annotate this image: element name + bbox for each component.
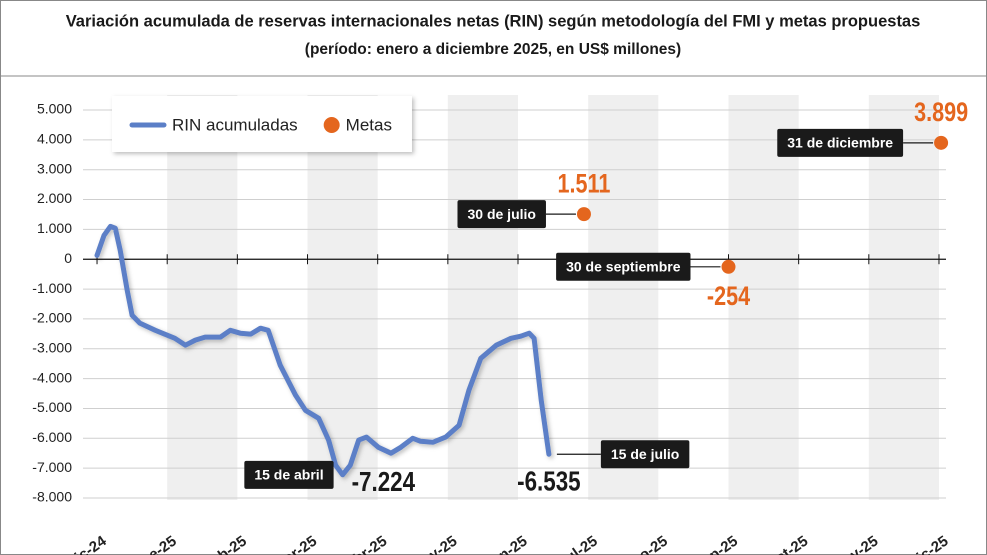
annotation-value: -7.224 (352, 467, 415, 498)
month-band (728, 95, 799, 500)
y-tick-label: -7.000 (32, 459, 72, 475)
data-label: 1.511 (558, 169, 611, 199)
annotation-label: 15 de julio (611, 446, 679, 462)
point-date-label-box (777, 128, 904, 157)
point-date-label: 30 de julio (467, 206, 535, 222)
meta-point (934, 135, 949, 150)
y-tick-label: 2.000 (37, 190, 72, 206)
y-tick-label: -3.000 (32, 339, 72, 355)
y-tick-label: -6.000 (32, 429, 72, 445)
meta-point (576, 207, 591, 222)
y-tick-label: 1.000 (37, 220, 72, 236)
y-tick-label: -8.000 (32, 489, 72, 505)
legend: RIN acumuladas Metas (112, 96, 412, 152)
data-line (94, 223, 552, 478)
month-band (307, 95, 378, 500)
annotation-label-box (244, 460, 334, 489)
y-tick-label: -5.000 (32, 399, 72, 415)
legend-label: Metas (346, 115, 392, 134)
annotation-label-box (600, 440, 690, 469)
point-date-label-box (556, 252, 691, 281)
y-tick-label: 4.000 (37, 131, 72, 147)
month-band (447, 95, 519, 500)
legend-label: RIN acumuladas (172, 115, 298, 134)
point-date-label-box (457, 200, 546, 229)
annotation-value: -6.535 (517, 466, 580, 497)
legend-marker (323, 117, 340, 133)
data-label: 3.899 (914, 98, 968, 128)
y-tick-label: -1.000 (32, 280, 72, 296)
meta-point (721, 259, 736, 274)
chart-title: Variación acumulada de reservas internac… (66, 12, 921, 30)
month-band (167, 95, 238, 500)
y-tick-label: 0 (64, 250, 72, 266)
point-date-label: 30 de septiembre (566, 259, 681, 275)
month-band (588, 95, 659, 500)
y-tick-label: -4.000 (32, 369, 72, 385)
y-tick-label: -2.000 (32, 310, 72, 326)
point-date-label: 31 de diciembre (787, 135, 893, 151)
y-tick-label: 3.000 (37, 160, 72, 176)
y-tick-label: 5.000 (37, 101, 72, 117)
data-label: -254 (707, 282, 751, 312)
annotation-label: 15 de abril (254, 467, 323, 483)
chart-subtitle: (período: enero a diciembre 2025, en US$… (305, 41, 681, 58)
month-band (868, 95, 939, 500)
